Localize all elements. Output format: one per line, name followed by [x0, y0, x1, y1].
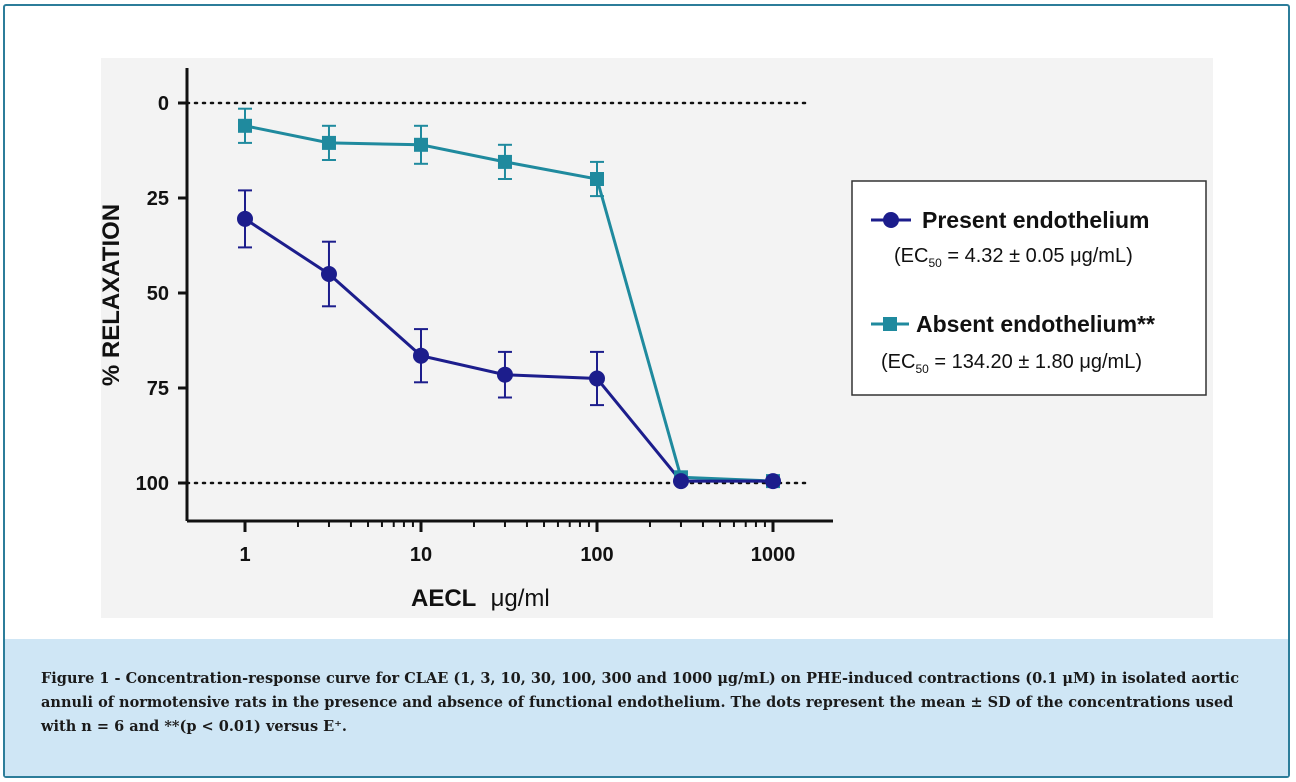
y-axis-label: % RELAXATION [98, 204, 125, 386]
ec50-subscript: 50 [928, 256, 942, 270]
data-point-absent [238, 118, 252, 133]
legend-ec50-present: (EC50 = 4.32 ± 0.05 μg/mL) [894, 245, 1133, 270]
legend-ec50-absent: (EC50 = 134.20 ± 1.80 μg/mL) [881, 351, 1142, 376]
y-tick-label: 25 [147, 188, 169, 210]
data-point-absent [590, 172, 604, 186]
ec50-subscript: 50 [915, 362, 929, 376]
reference-lines [185, 101, 807, 485]
ec50-value: = 134.20 ± 1.80 μg/mL) [929, 351, 1142, 373]
figure-frame: 0 25 50 75 100 1 10 100 1000 % RELAXATION AECL … [3, 4, 1290, 778]
data-point-present [237, 210, 253, 227]
x-axis-label: AECL μg/ml [411, 585, 550, 612]
x-tick-label: 100 [580, 544, 613, 566]
y-axis-ticks: 0 25 50 75 100 [136, 93, 187, 495]
x-axis-label-main: AECL [411, 585, 476, 612]
data-point-present [589, 370, 605, 387]
ec50-prefix: (EC [894, 245, 928, 267]
data-point-present [413, 347, 429, 364]
y-tick-label: 75 [147, 378, 169, 400]
axes [185, 68, 833, 523]
data-markers [237, 118, 781, 490]
chart: 0 25 50 75 100 1 10 100 1000 % RELAXATION AECL … [98, 68, 1207, 612]
legend-item-present: Present endothelium (EC50 = 4.32 ± 0.05 … [871, 207, 1149, 270]
series-line-present [244, 217, 773, 483]
x-tick-label: 1000 [751, 544, 796, 566]
legend-box [851, 180, 1207, 396]
legend-marker-present [883, 212, 899, 228]
ec50-prefix: (EC [881, 351, 915, 373]
x-tick-label: 1 [239, 544, 250, 566]
legend-label-present: Present endothelium [922, 207, 1149, 233]
figure-caption-box: Figure 1 - Concentration-response curve … [5, 639, 1288, 776]
data-point-absent [321, 135, 336, 150]
x-tick-label: 10 [410, 544, 432, 566]
y-tick-label: 100 [136, 473, 169, 495]
data-point-absent [414, 137, 428, 152]
x-axis-ticks: 1 10 100 1000 [239, 521, 795, 566]
figure-caption: Figure 1 - Concentration-response curve … [41, 670, 1240, 735]
legend-label-absent: Absent endothelium** [916, 311, 1155, 337]
y-tick-label: 0 [158, 93, 169, 115]
data-point-present [320, 266, 337, 282]
legend-marker-absent [883, 317, 897, 331]
ec50-value: = 4.32 ± 0.05 μg/mL) [942, 245, 1133, 267]
legend: Present endothelium (EC50 = 4.32 ± 0.05 … [851, 180, 1207, 396]
data-point-absent [497, 154, 512, 169]
data-point-present [765, 473, 781, 490]
data-point-present [496, 366, 513, 383]
data-point-present [672, 473, 689, 490]
legend-item-absent: Absent endothelium** (EC50 = 134.20 ± 1.… [871, 311, 1155, 376]
x-axis-label-unit: μg/ml [491, 585, 550, 612]
y-tick-label: 50 [147, 283, 169, 305]
